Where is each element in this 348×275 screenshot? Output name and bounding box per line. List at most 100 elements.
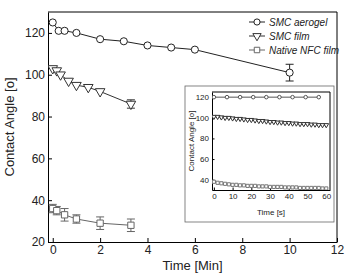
legend-item: SMC aerogel	[249, 17, 328, 28]
legend-marker	[253, 34, 261, 41]
series	[49, 19, 293, 81]
x-tick: 10	[283, 238, 297, 257]
marker	[250, 184, 253, 187]
x-tick: 6	[192, 238, 199, 257]
legend: SMC aerogel SMC film Native NFC film	[249, 17, 339, 56]
x-tick-label: 10	[229, 192, 238, 201]
marker	[225, 95, 229, 99]
marker	[265, 185, 268, 188]
marker	[54, 207, 60, 213]
marker	[126, 101, 136, 109]
legend-label: SMC film	[269, 31, 310, 42]
marker	[283, 186, 286, 189]
y-tick: 40	[200, 176, 214, 185]
inset-box	[185, 86, 334, 222]
legend-label: SMC aerogel	[269, 17, 328, 28]
marker	[231, 183, 234, 186]
x-tick-label: 0	[212, 192, 217, 201]
y-tick: 120	[196, 93, 215, 102]
y-axis-title: Contact Angle [o]	[187, 111, 196, 172]
x-tick-mark	[214, 188, 215, 191]
x-tick: 30	[266, 188, 275, 201]
x-tick-label: 10	[283, 243, 297, 257]
marker	[73, 216, 79, 222]
y-tick-mark	[48, 200, 52, 201]
marker	[321, 187, 324, 190]
marker	[280, 185, 283, 188]
y-tick-label: 100	[25, 68, 45, 82]
marker	[212, 95, 216, 99]
x-tick-label: 30	[266, 192, 275, 201]
x-tick: 8	[239, 238, 246, 257]
marker	[73, 29, 80, 36]
marker	[168, 44, 175, 51]
legend-marker	[254, 47, 259, 52]
x-tick: 10	[229, 188, 238, 201]
x-tick-mark	[195, 238, 196, 242]
series	[49, 204, 135, 231]
marker	[286, 69, 293, 76]
marker	[291, 95, 295, 99]
y-tick-mark	[48, 75, 52, 76]
y-tick-mark	[48, 242, 52, 243]
marker	[268, 185, 271, 188]
marker	[257, 185, 260, 188]
marker	[97, 36, 104, 43]
error-bar	[72, 215, 80, 223]
y-tick-label: 120	[196, 93, 210, 102]
marker	[251, 95, 255, 99]
marker	[298, 186, 301, 189]
marker	[310, 186, 313, 189]
legend-label: Native NFC film	[269, 45, 339, 56]
series	[212, 95, 320, 99]
y-axis-line	[48, 13, 49, 243]
marker	[313, 186, 316, 189]
marker	[61, 27, 68, 34]
y-axis: 20406080100120	[25, 13, 52, 250]
marker	[49, 19, 56, 26]
y-tick: 100	[196, 114, 215, 123]
x-tick-label: 20	[247, 192, 256, 201]
x-tick-label: 50	[304, 192, 313, 201]
x-tick-label: 2	[97, 243, 104, 257]
x-tick: 2	[97, 238, 104, 257]
marker	[291, 186, 294, 189]
y-tick-mark	[48, 33, 52, 34]
marker	[235, 183, 238, 186]
y-tick-label: 100	[196, 114, 210, 123]
marker	[253, 184, 256, 187]
y-tick-label: 80	[32, 110, 46, 124]
y-tick-mark	[212, 138, 215, 139]
y-tick-label: 40	[200, 176, 209, 185]
x-tick-label: 6	[192, 243, 199, 257]
marker	[295, 186, 298, 189]
marker	[325, 187, 328, 190]
marker	[239, 184, 242, 187]
marker	[83, 84, 93, 92]
series	[212, 180, 328, 190]
marker	[216, 181, 219, 184]
y-tick-mark	[48, 117, 52, 118]
marker	[317, 186, 320, 189]
marker	[272, 185, 275, 188]
marker	[144, 42, 151, 49]
y-tick: 40	[32, 194, 52, 208]
marker	[287, 186, 290, 189]
x-tick-mark	[53, 238, 54, 242]
marker	[120, 38, 127, 45]
marker	[220, 182, 223, 185]
y-tick: 120	[25, 26, 52, 40]
y-axis-title: Contact Angle [o]	[2, 77, 17, 176]
marker	[191, 46, 198, 53]
error-bar	[127, 219, 135, 232]
marker	[212, 180, 215, 183]
y-tick-label: 120	[25, 26, 45, 40]
y-tick-label: 20	[32, 235, 46, 249]
x-tick-label: 40	[285, 192, 294, 201]
x-tick-label: 8	[239, 243, 246, 257]
series-line	[53, 209, 131, 226]
marker	[302, 186, 305, 189]
error-bar	[96, 217, 104, 230]
x-tick: 12	[331, 238, 345, 257]
y-tick-mark	[48, 158, 52, 159]
